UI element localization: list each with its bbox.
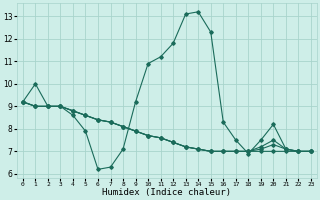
X-axis label: Humidex (Indice chaleur): Humidex (Indice chaleur) xyxy=(102,188,231,197)
